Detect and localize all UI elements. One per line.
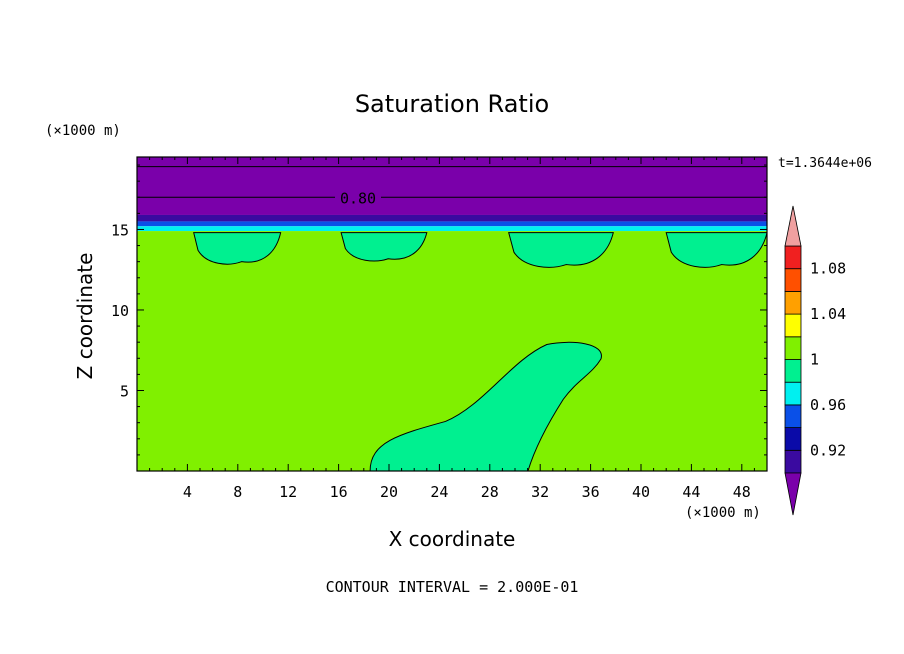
layer-band [137,226,767,232]
x-unit-label: (×1000 m) [685,505,761,521]
contour-label-bg [335,190,381,205]
contour-label: 0.80 [340,189,376,207]
colorbar-swatch [784,245,802,270]
y-tick-label: 15 [111,221,129,239]
x-tick-label: 16 [330,483,348,501]
x-tick-label: 24 [430,483,448,501]
colorbar-swatch [784,381,802,406]
colorbar-swatch [784,268,802,292]
colorbar-swatch [784,336,802,360]
x-tick-label: 8 [233,483,242,501]
contour-region [340,232,428,262]
x-tick-label: 40 [632,483,650,501]
y-tick-label: 5 [120,382,129,400]
colorbar-label: 0.92 [810,441,846,459]
contour-region [508,232,614,268]
x-tick-label: 12 [279,483,297,501]
layer-band [137,157,767,215]
colorbar-swatch [784,449,802,474]
y-unit-label: (×1000 m) [45,123,121,139]
x-tick-label: 20 [380,483,398,501]
plot-area: 0.80 [137,157,767,471]
x-tick-label: 48 [733,483,751,501]
x-tick-label: 36 [582,483,600,501]
colorbar-label: 1 [810,351,819,369]
time-label: t=1.3644e+06 [778,156,872,171]
contour-region [193,232,282,265]
colorbar-over-triangle [784,205,802,247]
x-tick-label: 44 [682,483,700,501]
colorbar-under-triangle [784,472,802,516]
x-axis-title: X coordinate [389,527,516,551]
colorbar: 0.92 0.96 1 1.04 1.08 [784,205,846,516]
colorbar-swatch [784,290,802,315]
colorbar-swatch [784,427,802,451]
colorbar-label: 1.08 [810,260,846,278]
contour-region [369,341,602,471]
y-tick-label: 10 [111,302,129,320]
colorbar-swatch [784,313,802,338]
x-tick-label: 28 [481,483,499,501]
field: 0.80 [137,157,767,471]
colorbar-label: 1.04 [810,305,846,323]
layer-band [137,221,767,227]
chart-title: Saturation Ratio [355,90,549,118]
layer-band [137,214,767,222]
contour-region [665,232,767,268]
y-axis-title: Z coordinate [73,253,97,380]
contour-interval-footer: CONTOUR INTERVAL = 2.000E-01 [326,578,579,596]
x-tick-label: 32 [531,483,549,501]
colorbar-swatch [784,359,802,383]
colorbar-label: 0.96 [810,396,846,414]
colorbar-swatch [784,404,802,428]
x-tick-label: 4 [183,483,192,501]
